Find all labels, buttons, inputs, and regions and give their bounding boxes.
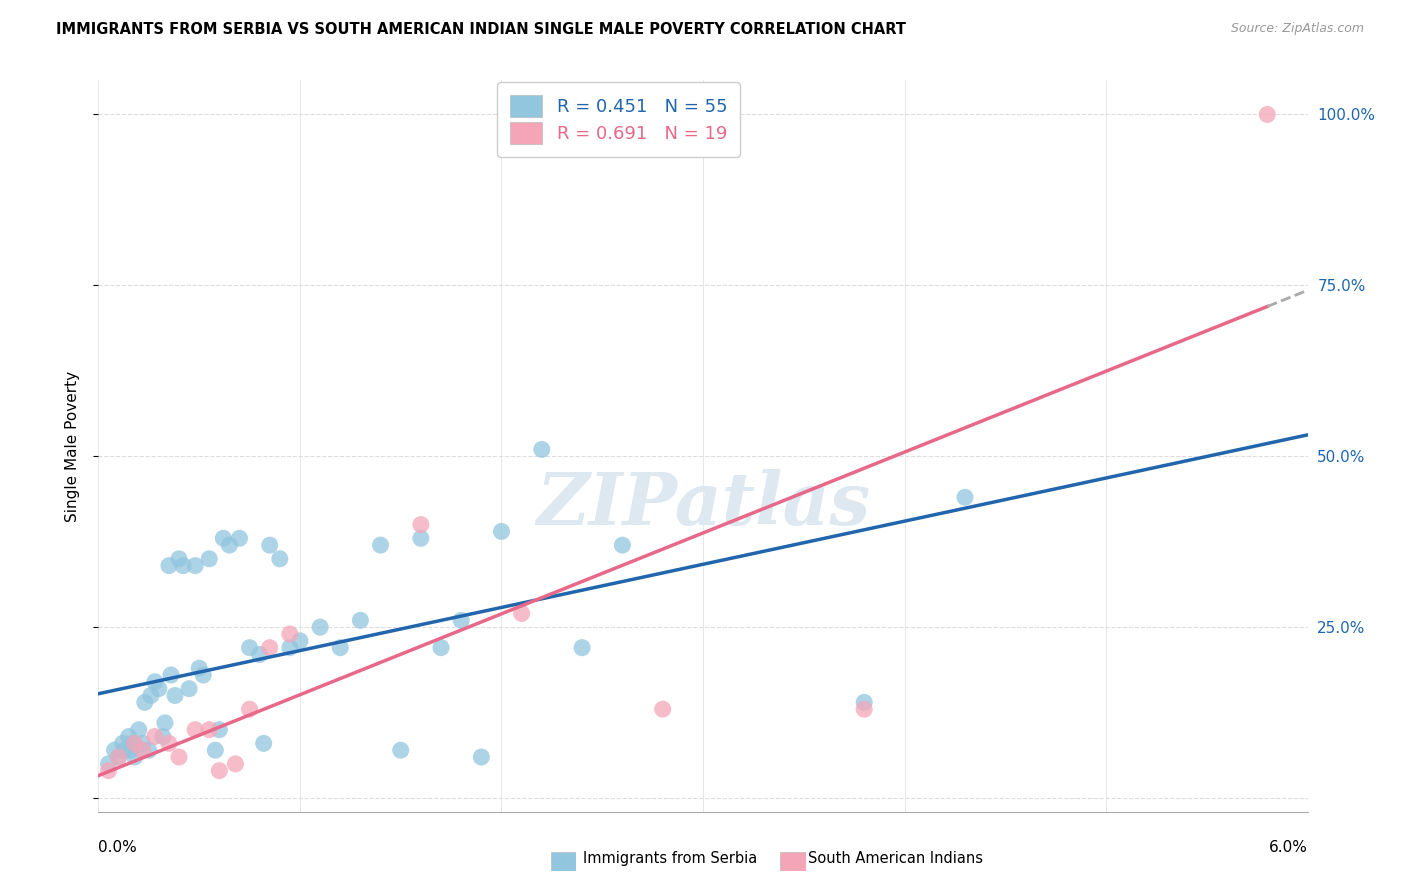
Point [157, 558, 180, 573]
Point [193, 668, 215, 682]
Point [107, 750, 129, 764]
Point [179, 681, 201, 696]
Point [278, 640, 301, 655]
Point [450, 613, 472, 627]
Point [249, 648, 271, 662]
Point [97, 764, 120, 778]
Point [953, 490, 976, 504]
Point [309, 620, 332, 634]
Point [107, 750, 129, 764]
Point [120, 743, 142, 757]
Point [118, 730, 141, 744]
Text: Immigrants from Serbia: Immigrants from Serbia [583, 852, 758, 866]
Point [172, 558, 194, 573]
Point [163, 689, 186, 703]
Point [409, 517, 432, 532]
Point [530, 442, 553, 457]
Point [157, 736, 180, 750]
Point [198, 551, 221, 566]
Point [152, 730, 174, 744]
Point [124, 736, 146, 750]
Point [853, 702, 876, 716]
Point [239, 640, 262, 655]
Point [259, 640, 281, 655]
Point [167, 750, 190, 764]
Point [148, 681, 170, 696]
Point [288, 633, 311, 648]
Point [138, 743, 160, 757]
Point [470, 750, 492, 764]
Point [510, 607, 533, 621]
Point [114, 743, 136, 757]
Point [184, 558, 207, 573]
Point [389, 743, 412, 757]
Point [198, 723, 221, 737]
Point [430, 640, 453, 655]
Point [853, 695, 876, 709]
Point [97, 756, 120, 771]
Point [218, 538, 240, 552]
Point [571, 640, 593, 655]
Text: ZIPatlas: ZIPatlas [536, 469, 870, 540]
Text: IMMIGRANTS FROM SERBIA VS SOUTH AMERICAN INDIAN SINGLE MALE POVERTY CORRELATION : IMMIGRANTS FROM SERBIA VS SOUTH AMERICAN… [56, 22, 907, 37]
Point [184, 723, 207, 737]
Point [103, 743, 125, 757]
Point [134, 695, 156, 709]
Text: 6.0%: 6.0% [1268, 840, 1308, 855]
Legend: R = 0.451   N = 55, R = 0.691   N = 19: R = 0.451 N = 55, R = 0.691 N = 19 [496, 82, 740, 157]
Point [370, 538, 392, 552]
Point [259, 538, 281, 552]
Point [349, 613, 371, 627]
Point [491, 524, 513, 539]
Point [208, 764, 231, 778]
Point [1256, 107, 1278, 121]
Point [128, 723, 150, 737]
Point [212, 531, 235, 545]
Point [409, 531, 432, 545]
Point [253, 736, 276, 750]
Point [153, 715, 176, 730]
Text: 0.0%: 0.0% [98, 840, 138, 855]
Point [239, 702, 262, 716]
Point [139, 689, 162, 703]
Point [132, 743, 155, 757]
Point [143, 674, 166, 689]
Point [188, 661, 211, 675]
Point [612, 538, 634, 552]
Point [121, 736, 143, 750]
Point [132, 736, 155, 750]
Point [167, 551, 190, 566]
Point [651, 702, 673, 716]
Point [269, 551, 291, 566]
Point [143, 730, 166, 744]
Point [208, 723, 231, 737]
Point [204, 743, 226, 757]
Point [224, 756, 246, 771]
Y-axis label: Single Male Poverty: Single Male Poverty [65, 370, 80, 522]
Point [160, 668, 183, 682]
Point [329, 640, 352, 655]
Point [278, 627, 301, 641]
Text: Source: ZipAtlas.com: Source: ZipAtlas.com [1230, 22, 1364, 36]
Point [228, 531, 250, 545]
Point [124, 750, 146, 764]
Text: South American Indians: South American Indians [808, 852, 983, 866]
Point [111, 736, 134, 750]
